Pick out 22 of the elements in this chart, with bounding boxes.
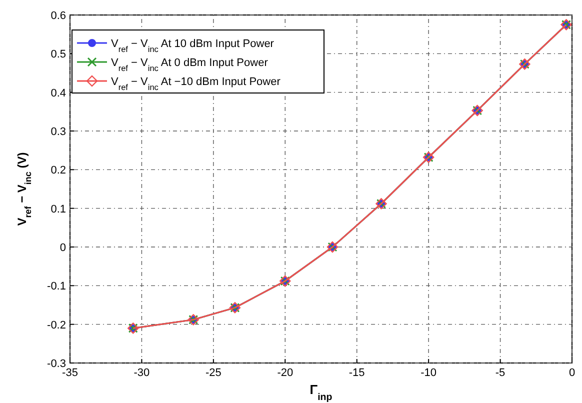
x-tick-label: -15 (348, 367, 365, 379)
x-tick-label: -20 (277, 367, 294, 379)
y-tick-label: 0.2 (50, 164, 66, 177)
y-tick-label: -0.3 (47, 358, 66, 370)
legend-label: V$_{ref}$ − V$_{inc}$ At 0 dBm Input Power (111, 57, 268, 72)
x-tick-label: -25 (205, 367, 222, 379)
y-tick-label: 0 (60, 242, 66, 254)
x-tick-label: -5 (495, 367, 506, 379)
x-tick-label: 0 (568, 367, 576, 379)
y-tick-label: 0.1 (50, 203, 66, 216)
legend-label: V$_{ref}$ − V$_{inc}$ At −10 dBm Input Power (111, 76, 281, 92)
y-tick-label: 0.6 (50, 10, 66, 22)
y-tick-label: -0.2 (47, 319, 66, 332)
legend-label: V$_{ref}$ − V$_{inc}$ At 10 dBm Input Power (111, 38, 274, 54)
x-axis-title: Γ$_{inp}$ (310, 382, 332, 402)
x-tick-label: -10 (420, 367, 437, 379)
y-tick-label: 0.5 (50, 48, 66, 61)
x-tick-label: -35 (62, 367, 78, 379)
y-tick-label: 0.4 (50, 87, 66, 100)
y-tick-label: 0.3 (50, 126, 66, 138)
y-tick-label: -0.1 (47, 280, 66, 293)
x-tick-label: -30 (134, 367, 150, 379)
